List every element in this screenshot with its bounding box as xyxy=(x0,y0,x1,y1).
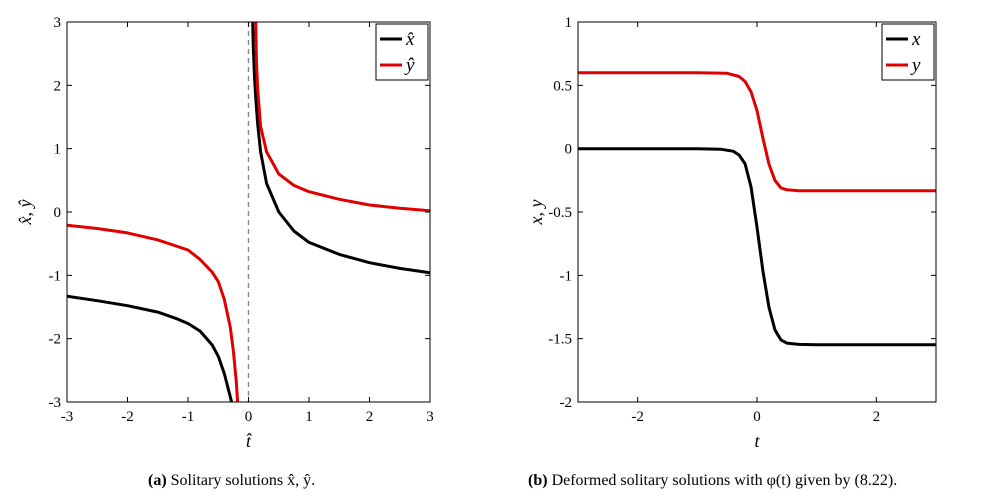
caption-b: (b) Deformed solitary solutions with φ(t… xyxy=(528,472,897,490)
legend-label-0: x̂ xyxy=(405,29,415,50)
y-tick-label: 0 xyxy=(54,205,62,221)
series-line-1-seg-1 xyxy=(254,22,430,213)
legend: xy xyxy=(881,23,935,81)
series-line-0-seg-1 xyxy=(251,22,430,275)
y-tick-label: -3 xyxy=(49,395,62,411)
y-tick-label: 2 xyxy=(54,78,62,94)
legend-box xyxy=(375,23,429,81)
y-tick-label: -1 xyxy=(49,268,62,284)
y-tick-label: -2 xyxy=(49,332,62,348)
x-axis-label: t xyxy=(754,431,760,451)
chart-a: -3 -2 -1 0 1 2 3 -3 -2 -1 0 1 2 3 t̂ x̂, ŷ x̂ ŷ xyxy=(15,15,434,451)
series-line-0-seg-0 xyxy=(578,147,936,347)
x-tick-label: 2 xyxy=(366,409,374,425)
x-tick-label: 0 xyxy=(753,409,761,425)
caption-b-tag: (b) xyxy=(528,472,548,489)
y-tick-label: -2 xyxy=(560,395,573,411)
x-tick-label: 3 xyxy=(426,409,434,425)
caption-b-text: Deformed solitary solutions with φ(t) gi… xyxy=(551,472,898,489)
y-tick-label: 3 xyxy=(54,15,62,31)
series-group xyxy=(67,22,430,402)
legend-label-1: ŷ xyxy=(404,55,415,76)
y-axis-label: x̂, ŷ xyxy=(15,200,35,226)
y-tick-label: -0.5 xyxy=(548,205,572,221)
series-line-1-seg-0 xyxy=(578,71,936,193)
legend-box xyxy=(881,23,935,81)
x-tick-label: 0 xyxy=(245,409,253,425)
legend: x̂ ŷ xyxy=(375,23,429,81)
y-tick-label: -1.5 xyxy=(548,332,572,348)
x-axis-label: t̂ xyxy=(246,431,252,451)
y-tick-label: -1 xyxy=(560,268,573,284)
y-tick-label: 0.5 xyxy=(553,78,572,94)
caption-a-tag: (a) xyxy=(148,472,167,489)
x-tick-label: -1 xyxy=(182,409,195,425)
x-tick-label: -3 xyxy=(61,409,74,425)
series-line-1-seg-0 xyxy=(67,223,240,402)
y-axis-label: x, y xyxy=(526,200,546,226)
legend-label-0: x xyxy=(911,29,921,50)
y-tick-label: 1 xyxy=(565,15,573,31)
series-group xyxy=(578,71,936,347)
x-tick-label: -2 xyxy=(121,409,134,425)
chart-b: -2 0 2 -2 -1.5 -1 -0.5 0 0.5 1 t x, y xy xyxy=(526,15,937,451)
caption-a-text: Solitary solutions x̂, ŷ. xyxy=(170,472,316,489)
y-tick-label: 1 xyxy=(54,142,62,158)
x-tick-label: 1 xyxy=(305,409,313,425)
x-tick-label: -2 xyxy=(631,409,644,425)
caption-a: (a) Solitary solutions x̂, ŷ. xyxy=(148,472,315,490)
x-tick-label: 2 xyxy=(873,409,881,425)
legend-label-1: y xyxy=(910,55,921,76)
y-tick-label: 0 xyxy=(565,142,573,158)
series-line-0-seg-0 xyxy=(67,294,234,402)
